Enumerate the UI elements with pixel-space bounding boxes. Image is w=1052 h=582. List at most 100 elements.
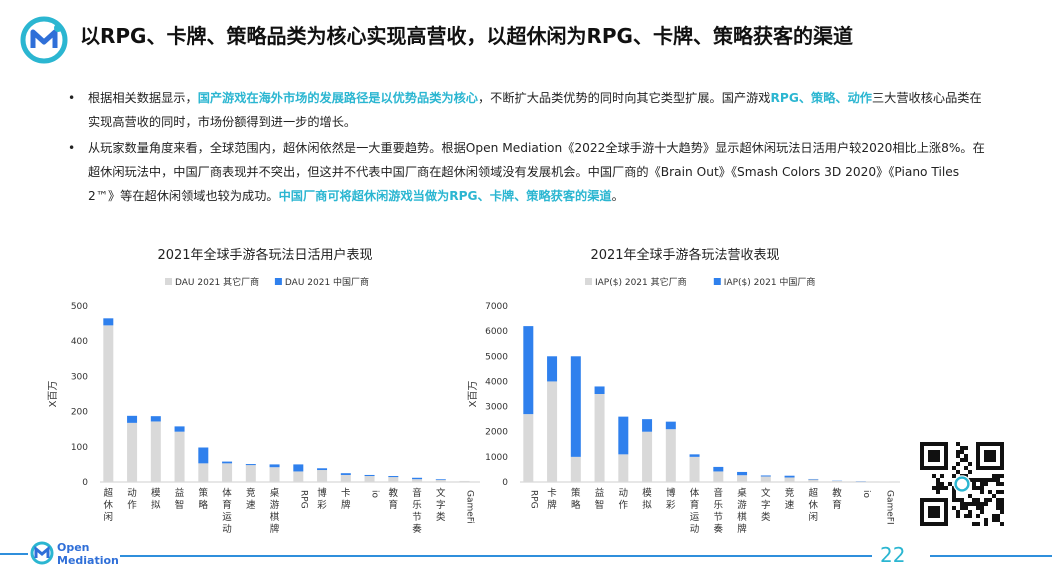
bar-segment bbox=[618, 454, 629, 482]
y-tick-label: 2000 bbox=[485, 428, 508, 438]
legend-swatch bbox=[274, 278, 282, 285]
open-mediation-logo bbox=[20, 16, 68, 64]
bar-segment bbox=[832, 480, 843, 482]
bar-segment bbox=[412, 479, 423, 482]
bar-segment bbox=[642, 419, 653, 432]
bar-segment bbox=[618, 416, 629, 455]
bar-segment bbox=[594, 394, 605, 482]
x-tick-label: 策略 bbox=[199, 487, 209, 511]
x-tick-label: RPG bbox=[298, 490, 308, 509]
footer-logo: Open Mediation bbox=[30, 541, 119, 567]
footer-divider-left bbox=[0, 553, 28, 555]
x-tick-label: 益智 bbox=[595, 487, 605, 511]
y-tick-label: 1000 bbox=[485, 453, 508, 463]
dau-chart: 2021年全球手游各玩法日活用户表现 DAU 2021 其它厂商 DAU 2021… bbox=[40, 244, 490, 544]
x-tick-label: 文字类 bbox=[761, 487, 771, 523]
bar-segment bbox=[198, 447, 209, 464]
bar-segment bbox=[760, 475, 771, 477]
highlight-text: 中国厂商可将超休闲游戏当做为RPG、卡牌、策略获客的渠道 bbox=[278, 189, 612, 203]
chart-title: 2021年全球手游各玩法日活用户表现 bbox=[157, 248, 373, 263]
y-tick-label: 5000 bbox=[485, 352, 508, 362]
x-tick-label: 益智 bbox=[175, 487, 185, 511]
bar-segment bbox=[547, 356, 558, 382]
bar-segment bbox=[222, 463, 233, 482]
y-tick-label: 3000 bbox=[485, 403, 508, 413]
bar-segment bbox=[222, 461, 233, 464]
legend-swatch bbox=[585, 278, 592, 285]
bar-segment bbox=[174, 431, 185, 482]
y-tick-label: 500 bbox=[71, 302, 88, 312]
bar-segment bbox=[317, 468, 328, 471]
bar-segment bbox=[855, 481, 866, 482]
y-axis-label: X百万 bbox=[467, 381, 479, 408]
x-tick-label: 桌游棋牌 bbox=[737, 487, 747, 535]
x-tick-label: 动作 bbox=[127, 488, 137, 511]
bar-segment bbox=[642, 431, 653, 482]
x-tick-label: GameFI bbox=[885, 490, 895, 525]
legend-swatch bbox=[165, 278, 172, 285]
y-tick-label: 300 bbox=[71, 372, 88, 382]
bar-segment bbox=[784, 477, 795, 482]
revenue-chart-svg: IAP($) 2021 其它厂商 IAP($) 2021 中国厂商 X百万 0 1000… bbox=[467, 276, 900, 535]
y-tick-label: 0 bbox=[82, 478, 88, 488]
bar-segment bbox=[293, 471, 304, 482]
bar-segment bbox=[245, 464, 256, 466]
dau-chart-svg: DAU 2021 其它厂商 DAU 2021 中国厂商 X百万 0 100 200 300 4… bbox=[47, 276, 480, 535]
bar-segment bbox=[150, 416, 161, 422]
bar-segment bbox=[364, 476, 375, 482]
bar-segment bbox=[317, 470, 328, 482]
x-tick-label: 动作 bbox=[619, 488, 629, 511]
bar-segment bbox=[459, 480, 470, 482]
x-tick-label: 卡牌 bbox=[341, 487, 351, 511]
x-tick-label: 音乐节奏 bbox=[412, 487, 422, 535]
bar-segment bbox=[665, 429, 676, 482]
bar-segment bbox=[150, 421, 161, 482]
x-tick-label: 超休闲 bbox=[104, 487, 114, 523]
bar-segment bbox=[364, 474, 375, 477]
x-tick-label: 超休闲 bbox=[809, 487, 819, 523]
bar-segment bbox=[737, 475, 748, 482]
legend-label: IAP($) 2021 其它厂商 bbox=[595, 276, 687, 288]
bar-segment bbox=[570, 456, 581, 482]
bar-segment bbox=[127, 415, 138, 423]
bar-segment bbox=[665, 421, 676, 430]
bar-segment bbox=[412, 477, 423, 480]
bar-segment bbox=[340, 474, 351, 482]
bullet-text: 三大营收核心品类在实现高营收的同时，市场份额得到进一步的增长。 bbox=[88, 91, 982, 129]
bar-segment bbox=[293, 464, 304, 472]
bullet-text: 根据相关数据显示， bbox=[88, 91, 198, 105]
x-tick-label: 博彩 bbox=[666, 487, 676, 511]
bar-segment bbox=[198, 463, 209, 482]
x-tick-label: 教育 bbox=[389, 487, 399, 511]
bar-segment bbox=[388, 477, 399, 482]
y-tick-label: 6000 bbox=[485, 327, 508, 337]
footer-divider bbox=[120, 555, 872, 557]
x-tick-label: 策略 bbox=[571, 487, 581, 511]
revenue-chart: 2021年全球手游各玩法营收表现 IAP($) 2021 其它厂商 IAP($) … bbox=[460, 244, 910, 544]
footer-divider-right bbox=[930, 555, 1052, 557]
bar-segment bbox=[388, 476, 399, 478]
bar-segment bbox=[570, 356, 581, 457]
highlight-text: 国产游戏在海外市场的发展路径是以优势品类为核心 bbox=[197, 91, 478, 105]
x-tick-label: GameFi bbox=[465, 490, 475, 524]
bullet-list: 根据相关数据显示，国产游戏在海外市场的发展路径是以优势品类为核心，不断扩大品类优… bbox=[68, 86, 988, 210]
bar-segment bbox=[269, 467, 280, 482]
bullet-text: 。 bbox=[611, 189, 624, 203]
x-tick-label: io bbox=[370, 490, 380, 499]
x-tick-label: RPG bbox=[528, 490, 538, 509]
x-tick-label: 卡牌 bbox=[547, 487, 557, 511]
y-tick-label: 7000 bbox=[485, 302, 508, 312]
bar-segment bbox=[103, 318, 114, 326]
page-number: 22 bbox=[880, 543, 906, 567]
bar-segment bbox=[547, 381, 558, 482]
footer-logo-text-1: Open bbox=[57, 541, 90, 554]
bullet-text: ，不断扩大品类优势的同时向其它类型扩展。国产游戏 bbox=[478, 91, 771, 105]
bar-segment bbox=[784, 475, 795, 478]
bar-segment bbox=[808, 479, 819, 482]
legend-label: DAU 2021 其它厂商 bbox=[175, 276, 259, 288]
x-tick-label: 体育运动 bbox=[222, 487, 232, 535]
footer-logo-text-2: Mediation bbox=[57, 554, 119, 567]
bar-segment bbox=[435, 479, 446, 482]
chart-title: 2021年全球手游各玩法营收表现 bbox=[590, 248, 780, 263]
bar-segment bbox=[737, 471, 748, 476]
